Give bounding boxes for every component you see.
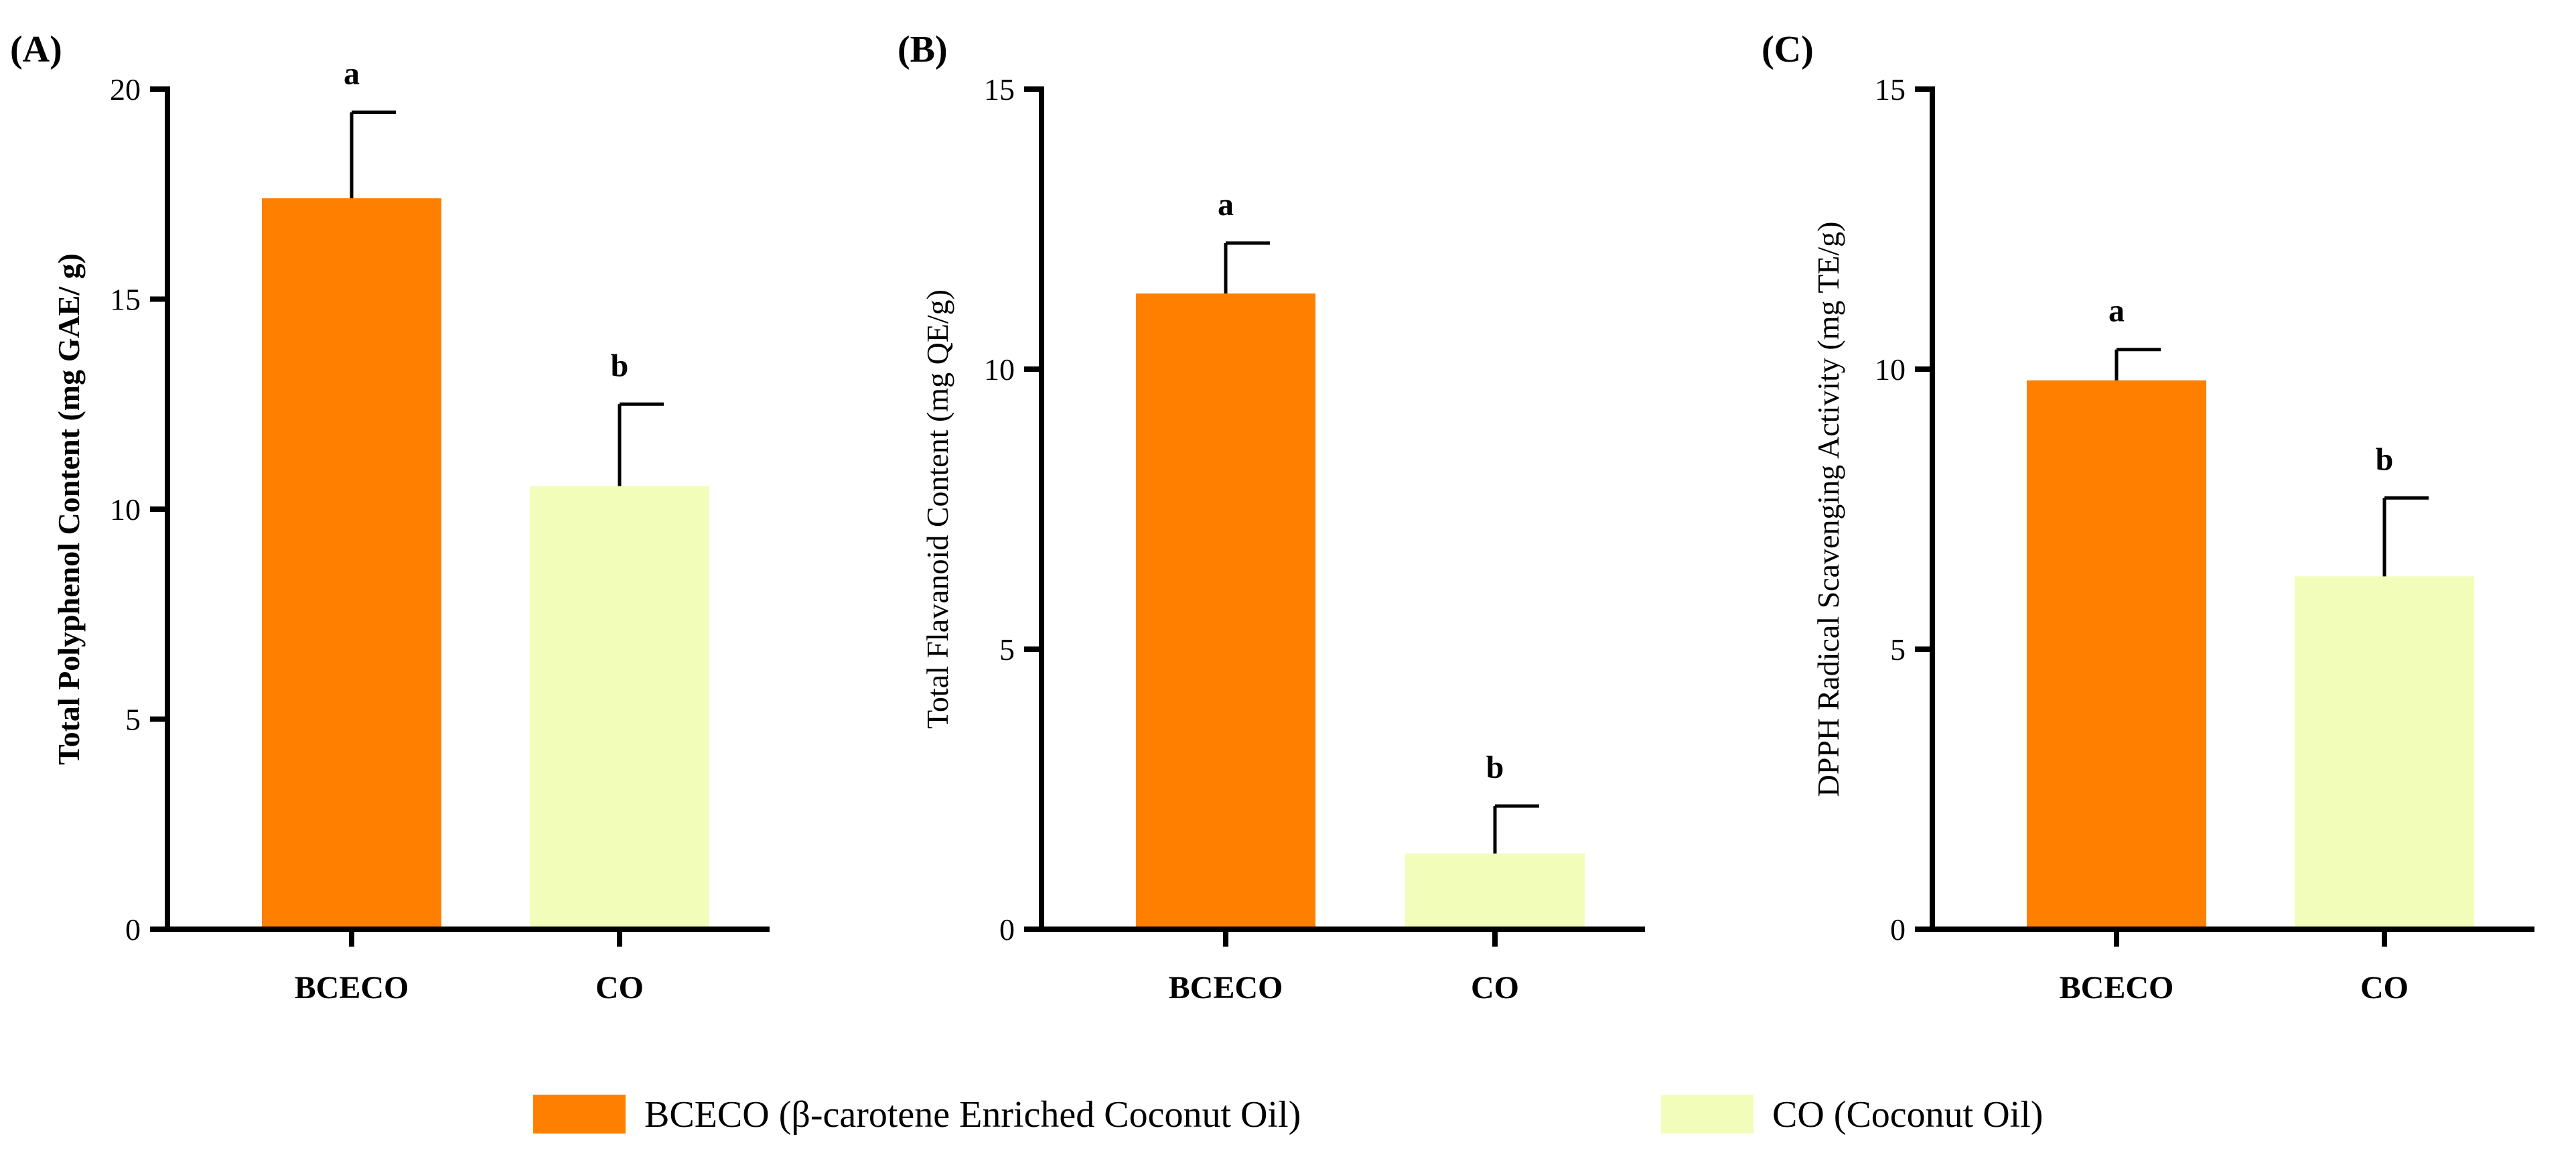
significance-label: a	[2108, 293, 2125, 329]
x-tick-label-bceco: BCECO	[2060, 970, 2174, 1006]
significance-label: b	[1486, 750, 1504, 785]
bar-co	[530, 486, 709, 929]
bar-bceco	[2027, 380, 2206, 929]
y-tick-label: 0	[999, 912, 1015, 947]
panels: (A) a BCECO b CO 0 5 10 15 20 Total Polyphenol Con…	[10, 29, 2534, 1006]
legend-label-bceco: BCECO (β-carotene Enriched Coconut Oil)	[644, 1094, 1301, 1136]
y-tick-label: 0	[125, 912, 141, 947]
y-tick-label: 10	[1875, 352, 1906, 387]
bar-co	[2295, 576, 2474, 929]
y-tick-label: 10	[110, 492, 141, 527]
y-tick-label: 5	[1890, 632, 1906, 667]
panel-label: (A)	[10, 29, 62, 70]
y-tick-label: 15	[110, 283, 141, 317]
significance-label: a	[344, 56, 360, 91]
y-tick-label: 10	[984, 352, 1015, 387]
chart-panel-2: (B) a BCECO b CO 0 5 10 15 Total Flavanoid Conten…	[898, 29, 1645, 1006]
x-tick-label-bceco: BCECO	[1169, 970, 1283, 1006]
x-tick-label-bceco: BCECO	[295, 970, 409, 1006]
legend-swatch-co	[1661, 1095, 1754, 1134]
legend-swatch-bceco	[533, 1095, 626, 1134]
panel-label: (B)	[898, 29, 948, 70]
x-tick-label-co: CO	[595, 970, 644, 1006]
legend: BCECO (β-carotene Enriched Coconut Oil) …	[533, 1094, 2043, 1136]
y-tick-label: 15	[1875, 72, 1906, 107]
significance-label: b	[2376, 441, 2394, 477]
bar-bceco	[262, 198, 441, 929]
y-axis-title: DPPH Radical Scavenging Activity (mg TE/…	[1811, 222, 1845, 797]
legend-label-co: CO (Coconut Oil)	[1772, 1094, 2043, 1136]
x-tick-label-co: CO	[2360, 970, 2409, 1006]
bar-co	[1405, 853, 1585, 929]
significance-label: a	[1218, 187, 1234, 222]
y-tick-label: 5	[125, 703, 141, 737]
y-tick-label: 5	[999, 632, 1015, 667]
y-tick-label: 0	[1890, 912, 1906, 947]
y-tick-label: 20	[110, 72, 141, 107]
y-axis-title: Total Flavanoid Content (mg QE/g)	[920, 289, 954, 729]
x-tick-label-co: CO	[1471, 970, 1519, 1006]
y-tick-label: 15	[984, 72, 1015, 107]
panel-label: (C)	[1762, 29, 1814, 70]
chart-panel-3: (C) a BCECO b CO 0 5 10 15 DPPH Radical Scavengin…	[1762, 29, 2534, 1006]
chart-panel-1: (A) a BCECO b CO 0 5 10 15 20 Total Polyphenol Con…	[10, 29, 770, 1006]
significance-label: b	[611, 348, 629, 383]
bar-bceco	[1136, 293, 1315, 929]
y-axis-title: Total Polyphenol Content (mg GAE/ g)	[52, 253, 86, 765]
